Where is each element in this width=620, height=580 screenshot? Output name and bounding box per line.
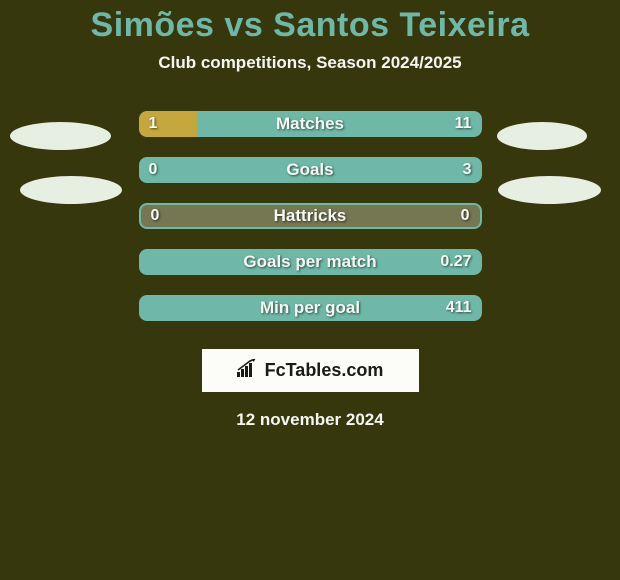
stat-value-right: 0 bbox=[451, 205, 480, 227]
stat-bar: Goals03 bbox=[139, 157, 482, 183]
page-title: Simões vs Santos Teixeira bbox=[0, 0, 620, 45]
bar-left-fill bbox=[139, 111, 197, 137]
stat-row: Goals per match0.27 bbox=[0, 239, 620, 285]
stat-row: Min per goal411 bbox=[0, 285, 620, 331]
stat-label: Hattricks bbox=[141, 205, 480, 227]
stat-bar: Goals per match0.27 bbox=[139, 249, 482, 275]
player-badge-oval bbox=[498, 176, 601, 204]
footer-date: 12 november 2024 bbox=[0, 410, 620, 430]
stat-bar: Hattricks0 0 bbox=[139, 203, 482, 229]
stat-bar: Matches111 bbox=[139, 111, 482, 137]
page-subtitle: Club competitions, Season 2024/2025 bbox=[0, 53, 620, 73]
bar-right-fill bbox=[139, 249, 482, 275]
brand-badge: FcTables.com bbox=[202, 349, 419, 392]
stat-bar: Min per goal411 bbox=[139, 295, 482, 321]
player-badge-oval bbox=[10, 122, 111, 150]
brand-icon bbox=[237, 359, 259, 382]
player-badge-oval bbox=[497, 122, 587, 150]
player-badge-oval bbox=[20, 176, 122, 204]
stat-value-left: 0 bbox=[141, 205, 170, 227]
brand-text: FcTables.com bbox=[265, 360, 384, 381]
bar-right-fill bbox=[139, 295, 482, 321]
bar-right-fill bbox=[139, 157, 482, 183]
